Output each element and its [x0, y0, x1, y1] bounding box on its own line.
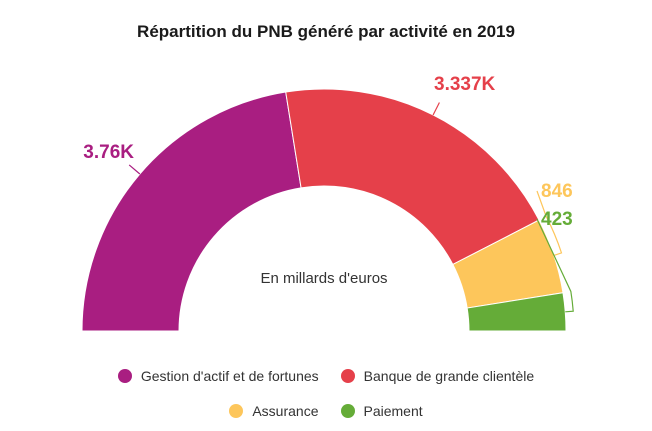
chart-slices — [81, 88, 567, 332]
leader-line-gestion-d-actif-et-de-fortunes — [128, 164, 141, 175]
center-label: En millards d'euros — [260, 270, 387, 287]
leader-line-paiement — [536, 218, 574, 313]
legend-item-gestion-d-actif-et-de-fortunes[interactable]: Gestion d'actif et de fortunes — [117, 368, 319, 384]
legend-item-banque-de-grande-clientele[interactable]: Banque de grande clientèle — [340, 368, 535, 384]
data-label-assurance: 846 — [541, 181, 573, 202]
chart-leader-lines — [128, 102, 574, 313]
leader-line-assurance — [536, 190, 563, 256]
data-label-gestion-d-actif-et-de-fortunes: 3.76K — [83, 142, 134, 163]
legend-item-assurance[interactable]: Assurance — [229, 403, 319, 419]
legend-item-paiement[interactable]: Paiement — [340, 403, 423, 419]
legend-label: Gestion d'actif et de fortunes — [140, 368, 319, 384]
legend-row: Gestion d'actif et de fortunes Banque de … — [0, 368, 652, 384]
leader-line-banque-de-grande-clientele — [432, 102, 440, 116]
legend-label: Banque de grande clientèle — [363, 368, 535, 384]
chart-title: Répartition du PNB généré par activité e… — [137, 22, 515, 41]
legend-swatch-icon — [340, 369, 355, 383]
data-label-paiement: 423 — [541, 209, 573, 230]
legend-label: Paiement — [363, 403, 423, 419]
chart-data-labels: 3.76K 3.337K 846 423 — [83, 74, 572, 230]
slice-gestion-d-actif-et-de-fortunes[interactable] — [81, 91, 302, 332]
legend-label: Assurance — [252, 403, 319, 419]
legend-row: Assurance Paiement — [0, 403, 652, 419]
legend-swatch-icon — [340, 404, 355, 418]
slice-banque-de-grande-clientele[interactable] — [285, 88, 540, 266]
slice-paiement[interactable] — [466, 292, 567, 332]
legend-swatch-icon — [117, 369, 132, 383]
legend-swatch-icon — [229, 404, 244, 418]
data-label-banque-de-grande-clientele: 3.337K — [434, 74, 496, 95]
